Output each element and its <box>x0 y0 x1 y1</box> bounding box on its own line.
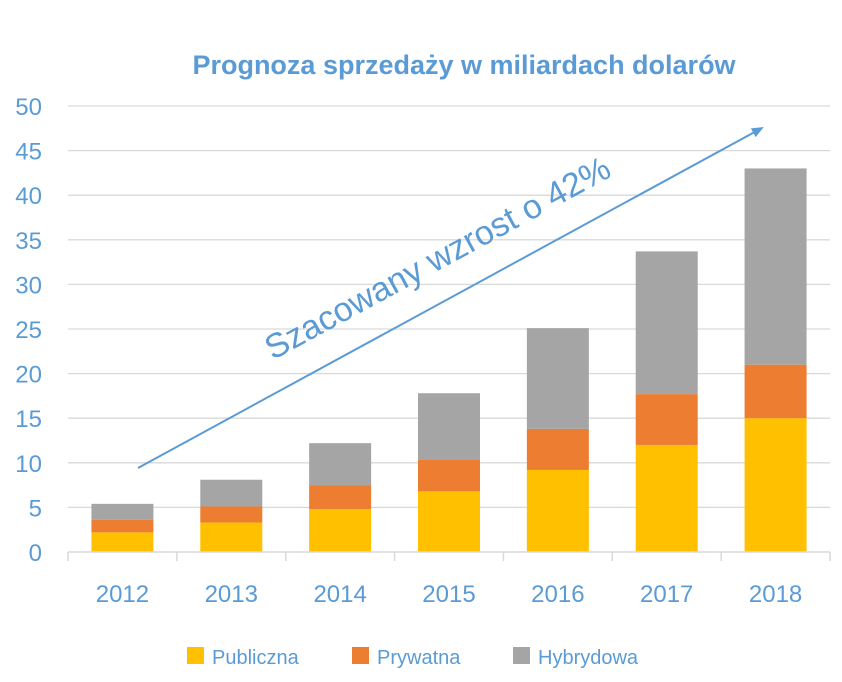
legend-label-prywatna: Prywatna <box>377 647 461 669</box>
bar-prywatna-2016 <box>526 428 589 470</box>
bar-prywatna-2012 <box>91 519 154 533</box>
x-tick-label: 2016 <box>531 581 584 608</box>
legend-swatch-hybrydowa <box>513 647 530 664</box>
x-tick-label: 2013 <box>205 581 258 608</box>
bar-prywatna-2018 <box>744 364 807 419</box>
legend: Publiczna Prywatna Hybrydowa <box>187 647 639 669</box>
bar-publiczna-2017 <box>635 444 698 552</box>
x-tick-label: 2017 <box>640 581 693 608</box>
legend-swatch-publiczna <box>187 647 204 664</box>
bars <box>91 168 807 552</box>
bar-hybrydowa-2012 <box>91 503 154 520</box>
bar-publiczna-2016 <box>526 469 589 552</box>
y-tick-label: 40 <box>15 183 42 210</box>
x-tick-label: 2014 <box>313 581 366 608</box>
bar-hybrydowa-2016 <box>526 328 589 429</box>
chart-title: Prognoza sprzedaży w miliardach dolarów <box>192 50 736 80</box>
bar-hybrydowa-2018 <box>744 168 807 365</box>
x-tick-label: 2015 <box>422 581 475 608</box>
y-tick-label: 10 <box>15 451 42 478</box>
x-tick-label: 2012 <box>96 581 149 608</box>
legend-label-hybrydowa: Hybrydowa <box>538 647 639 669</box>
bar-hybrydowa-2017 <box>635 251 698 395</box>
y-tick-label: 30 <box>15 272 42 299</box>
legend-label-publiczna: Publiczna <box>212 647 300 669</box>
x-tick-label: 2018 <box>749 581 802 608</box>
bar-hybrydowa-2013 <box>200 479 263 507</box>
y-tick-label: 35 <box>15 228 42 255</box>
y-tick-label: 5 <box>29 495 42 522</box>
y-axis-ticks: 0 5 10 15 20 25 30 35 40 45 50 <box>15 94 42 567</box>
bar-hybrydowa-2014 <box>309 443 372 486</box>
bar-hybrydowa-2015 <box>418 393 480 460</box>
gridlines <box>68 105 830 509</box>
bar-publiczna-2015 <box>418 491 480 552</box>
bar-publiczna-2013 <box>200 522 263 552</box>
growth-arrow <box>137 127 764 469</box>
legend-swatch-prywatna <box>352 647 369 664</box>
y-tick-label: 50 <box>15 94 42 121</box>
y-tick-label: 45 <box>15 139 42 166</box>
y-tick-label: 20 <box>15 362 42 389</box>
y-tick-label: 0 <box>29 540 42 567</box>
bar-publiczna-2014 <box>309 509 372 552</box>
bar-prywatna-2014 <box>309 485 372 510</box>
y-tick-label: 15 <box>15 406 42 433</box>
bar-prywatna-2013 <box>200 506 263 523</box>
y-tick-label: 25 <box>15 317 42 344</box>
bar-publiczna-2012 <box>91 532 154 552</box>
bar-publiczna-2018 <box>744 418 807 552</box>
bar-prywatna-2015 <box>418 459 480 492</box>
x-axis: 2012 2013 2014 2015 2016 2017 2018 <box>67 551 831 608</box>
bar-prywatna-2017 <box>635 394 698 445</box>
